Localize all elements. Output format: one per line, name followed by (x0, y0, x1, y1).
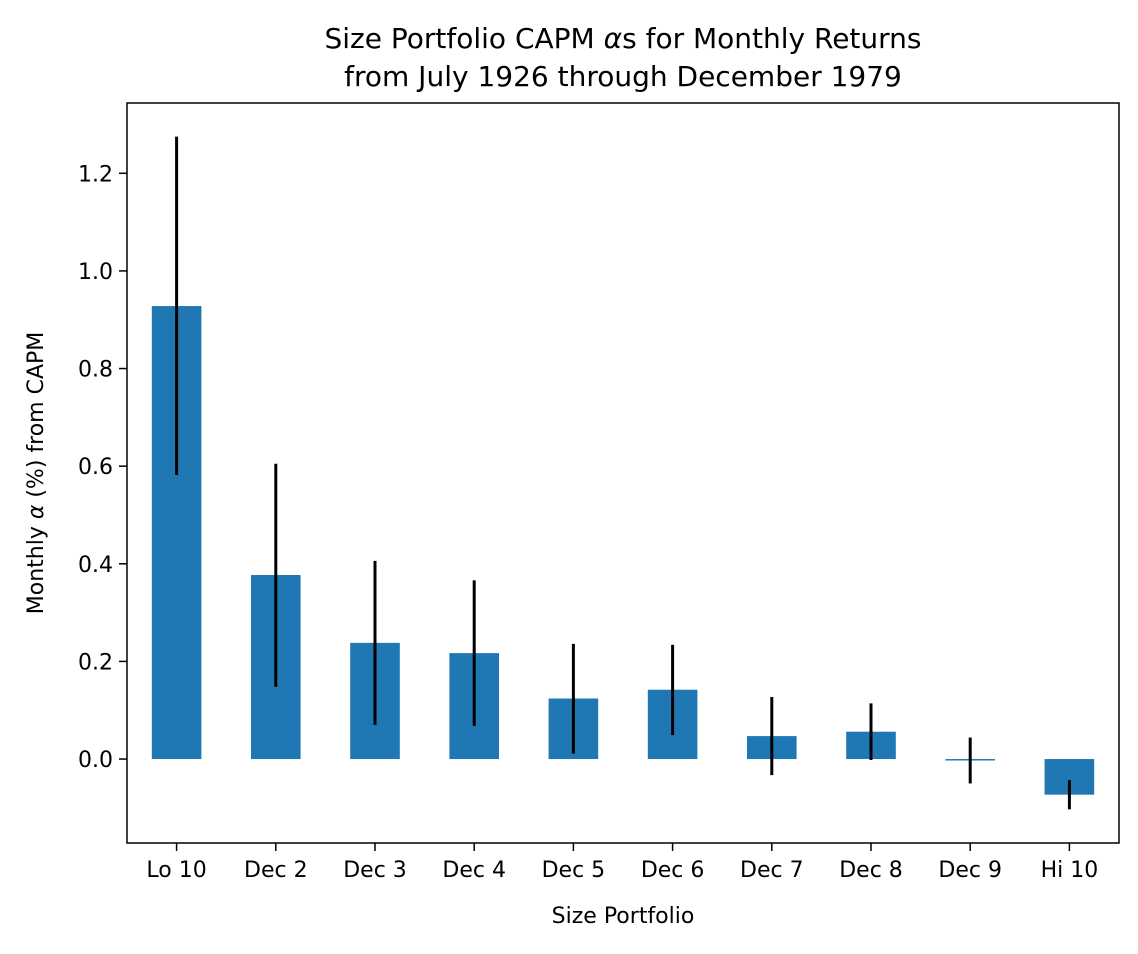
y-tick-label: 0.2 (78, 650, 113, 675)
y-tick-label: 0.0 (78, 748, 113, 773)
title-alpha-symbol: α (604, 22, 623, 55)
ylabel-alpha-symbol: α (24, 504, 49, 519)
x-tick-label: Dec 8 (839, 858, 903, 883)
y-tick-label: 1.2 (78, 162, 113, 187)
title-prefix: Size Portfolio CAPM (325, 22, 604, 55)
x-tick-label: Dec 7 (740, 858, 804, 883)
x-tick-label: Dec 2 (244, 858, 308, 883)
x-tick-label: Hi 10 (1041, 858, 1099, 883)
x-tick-label: Dec 9 (938, 858, 1002, 883)
bars-group (151, 306, 1095, 795)
y-axis-label: Monthly α (%) from CAPM (24, 332, 49, 615)
y-tick-label: 0.4 (78, 553, 113, 578)
x-axis-label: Size Portfolio (552, 904, 695, 929)
x-tick-label: Dec 4 (442, 858, 506, 883)
x-tick-label: Dec 3 (343, 858, 407, 883)
y-tick-label: 0.8 (78, 358, 113, 383)
x-axis-ticks: Lo 10 Dec 2 Dec 3 Dec 4 Dec 5 Dec 6 Dec 7 Dec 8… (146, 843, 1098, 883)
y-tick-label: 0.6 (78, 455, 113, 480)
chart-title-line1: Size Portfolio CAPM αs for Monthly Retur… (325, 22, 922, 55)
ylabel-suffix: (%) from CAPM (24, 332, 49, 505)
x-tick-label: Dec 5 (542, 858, 606, 883)
error-bars-group (175, 136, 1071, 810)
plot-frame (126, 102, 1120, 844)
y-tick-label: 1.0 (78, 260, 113, 285)
y-axis-ticks: 0.0 0.2 0.4 0.6 0.8 1.0 1.2 (78, 162, 127, 773)
title-suffix: s for Monthly Returns (622, 22, 921, 55)
chart-title-line2: from July 1926 through December 1979 (344, 60, 902, 93)
ylabel-prefix: Monthly (24, 519, 49, 614)
x-tick-label: Lo 10 (146, 858, 206, 883)
x-tick-label: Dec 6 (641, 858, 705, 883)
